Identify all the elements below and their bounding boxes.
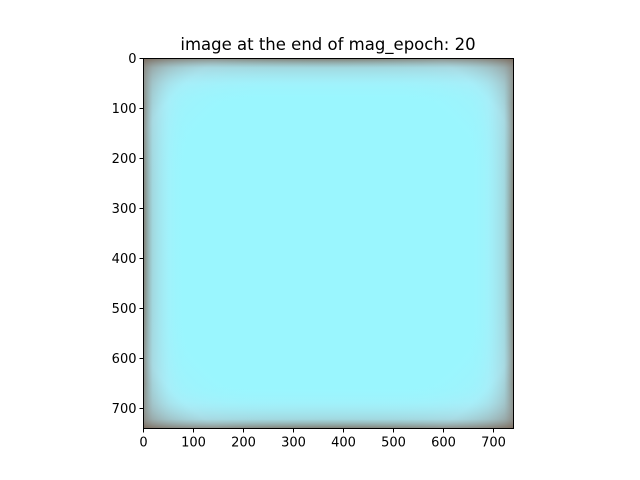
x-tick-label: 0 <box>139 436 147 451</box>
y-axis: 0 100 200 300 400 500 600 700 <box>112 52 144 417</box>
y-tick-label: 700 <box>112 402 137 417</box>
x-tick-label: 700 <box>481 436 506 451</box>
y-tick-label: 400 <box>112 252 137 267</box>
y-tick-label: 100 <box>112 102 137 117</box>
x-tick-label: 300 <box>281 436 306 451</box>
axes-frame <box>143 58 514 429</box>
chart-title: image at the end of mag_epoch: 20 <box>180 35 475 55</box>
x-tick-label: 600 <box>431 436 456 451</box>
y-tick-label: 500 <box>112 302 137 317</box>
y-tick-label: 600 <box>112 352 137 367</box>
x-tick-label: 200 <box>231 436 256 451</box>
x-tick-label: 500 <box>381 436 406 451</box>
x-tick-label: 100 <box>181 436 206 451</box>
image-panel <box>143 58 514 429</box>
y-tick-label: 300 <box>112 202 137 217</box>
image-edge-corners <box>143 58 514 429</box>
y-tick-label: 0 <box>128 52 136 67</box>
x-axis: 0 100 200 300 400 500 600 700 <box>139 428 506 451</box>
x-tick-label: 400 <box>331 436 356 451</box>
y-tick-label: 200 <box>112 152 137 167</box>
